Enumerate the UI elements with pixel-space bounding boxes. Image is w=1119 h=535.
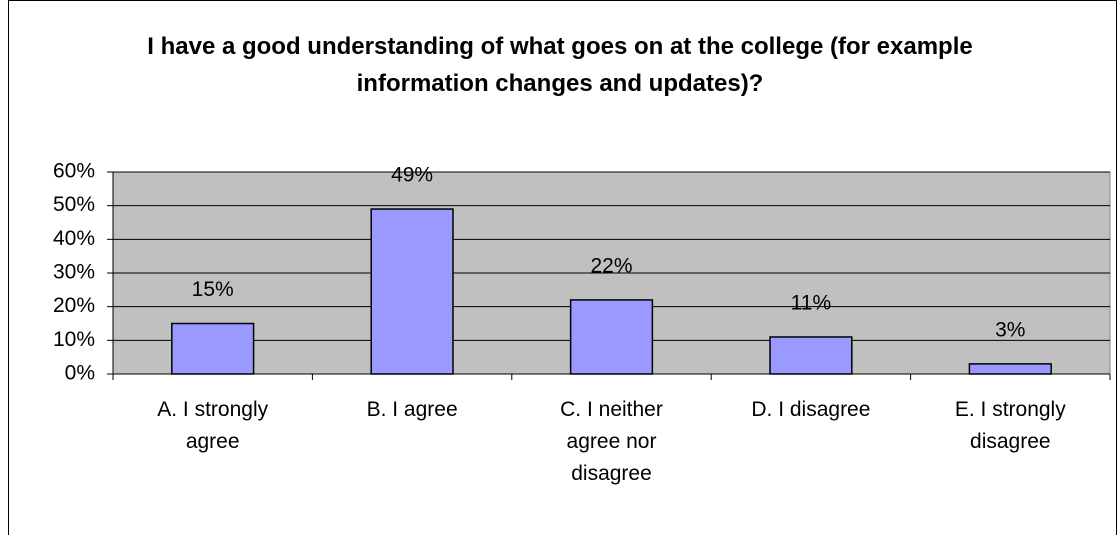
y-tick-label: 10% xyxy=(53,328,95,351)
data-label: 15% xyxy=(192,278,234,301)
data-label: 11% xyxy=(791,292,831,315)
y-tick-label: 40% xyxy=(53,227,95,250)
x-tick-label: C. I neither agree nor disagree xyxy=(560,398,663,485)
x-tick-label: A. I strongly agree xyxy=(157,398,269,453)
bar xyxy=(370,208,454,375)
x-tick-label: E. I strongly disagree xyxy=(954,398,1066,453)
y-tick-label: 50% xyxy=(53,193,95,216)
bar xyxy=(968,363,1052,375)
data-label: 49% xyxy=(391,164,433,187)
bar xyxy=(569,299,654,375)
y-tick-label: 0% xyxy=(65,362,95,385)
data-label: 22% xyxy=(590,254,632,277)
chart-title: I have a good understanding of what goes… xyxy=(147,33,973,97)
y-tick-label: 60% xyxy=(53,160,95,183)
x-tick-label: D. I disagree xyxy=(751,398,871,421)
bar xyxy=(171,322,255,375)
data-label: 3% xyxy=(995,318,1025,341)
y-tick-label: 20% xyxy=(53,294,95,317)
chart-frame xyxy=(8,0,1117,535)
y-tick-label: 30% xyxy=(53,261,95,284)
bar xyxy=(769,336,853,375)
x-tick-label: B. I agree xyxy=(366,398,458,421)
